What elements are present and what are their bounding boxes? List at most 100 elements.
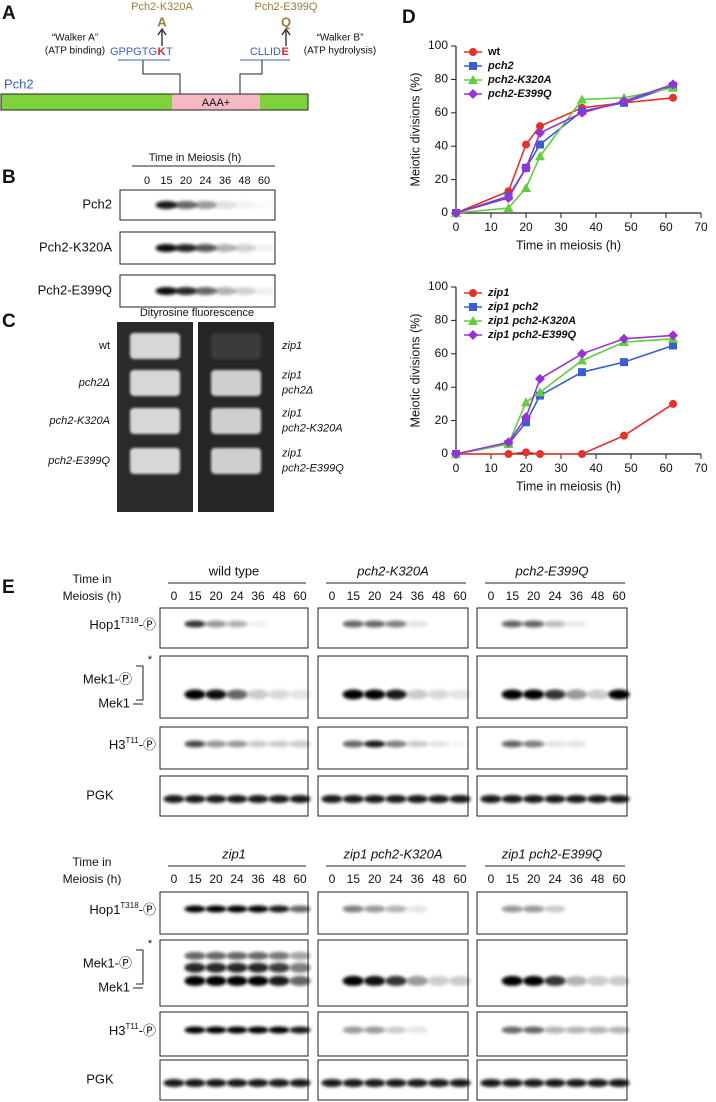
time-label: 15 — [506, 589, 520, 603]
legend-label: pch2 — [487, 60, 514, 72]
y-tick-label: 20 — [435, 172, 449, 186]
x-tick-label: 30 — [554, 220, 568, 234]
patch — [130, 408, 180, 434]
band — [544, 1026, 566, 1034]
band — [268, 795, 290, 803]
band — [155, 287, 178, 295]
band — [247, 740, 269, 748]
time-title: Meiosis (h) — [63, 589, 122, 603]
legend-label: zip1 pch2-E399Q — [487, 329, 576, 341]
patch — [211, 333, 261, 359]
protein-outline — [0, 93, 309, 111]
y-axis-title: Meiotic divisions (%) — [408, 314, 422, 428]
band — [544, 689, 566, 700]
time-label: 0 — [329, 872, 336, 886]
legend-marker — [468, 316, 478, 325]
band — [184, 689, 206, 700]
legend-label: zip1 pch2 — [487, 301, 538, 313]
band — [608, 689, 630, 700]
blot-frame — [159, 655, 309, 719]
band — [226, 1026, 248, 1034]
legend-label: zip1 — [487, 287, 509, 299]
time-label: 48 — [238, 175, 250, 187]
time-label: 20 — [180, 175, 192, 187]
label-base: Hop1 — [89, 902, 120, 917]
band — [247, 620, 269, 628]
band — [565, 1079, 588, 1087]
x-tick-label: 10 — [484, 461, 498, 475]
y-axis-title: Meiotic divisions (%) — [408, 73, 422, 187]
band — [289, 962, 311, 973]
time-label: 24 — [230, 589, 244, 603]
band — [184, 975, 206, 986]
motif-function: (ATP binding) — [45, 46, 105, 57]
axis-title: Time in Meiosis (h) — [149, 152, 242, 164]
x-tick-label: 70 — [694, 220, 708, 234]
time-label: 24 — [230, 872, 244, 886]
band — [342, 1026, 365, 1034]
label-suffix: -Ⓟ — [139, 902, 156, 917]
band — [268, 951, 290, 960]
series-line — [455, 344, 674, 455]
row-label: H3T11-Ⓟ — [109, 1022, 156, 1038]
band — [406, 1026, 429, 1034]
band — [406, 740, 429, 748]
series-line — [455, 86, 674, 214]
band — [247, 975, 269, 986]
panel-label: C — [2, 311, 16, 332]
band — [233, 287, 256, 295]
band — [247, 795, 269, 803]
data-point — [536, 140, 544, 149]
band — [205, 1079, 227, 1087]
band — [342, 1079, 365, 1087]
band — [342, 740, 365, 748]
blot-frame — [476, 607, 628, 649]
y-tick-label: 60 — [435, 346, 449, 360]
panel-label: E — [2, 577, 15, 598]
series-line — [455, 85, 674, 214]
time-label: 15 — [188, 872, 202, 886]
strain-label: zip1 — [281, 340, 302, 352]
time-label: 36 — [570, 589, 584, 603]
row-label: PGK — [86, 787, 114, 802]
arrow — [281, 27, 291, 46]
band — [253, 201, 275, 209]
strain-label: pch2-K320A — [281, 422, 343, 434]
row-label: Pch2-E399Q — [38, 282, 112, 297]
band — [501, 620, 524, 628]
y-tick-label: 20 — [435, 413, 449, 427]
band — [427, 975, 450, 986]
data-point — [503, 202, 514, 212]
band — [268, 1079, 290, 1087]
band — [247, 1026, 269, 1034]
band — [608, 1026, 630, 1034]
time-label: 20 — [368, 872, 382, 886]
legend-marker — [468, 89, 478, 99]
band — [289, 689, 311, 700]
time-label: 0 — [488, 589, 495, 603]
band — [213, 244, 237, 252]
band — [184, 620, 206, 628]
time-label: 15 — [347, 872, 361, 886]
motif-title: “Walker B” — [317, 33, 364, 44]
band — [427, 689, 450, 700]
band — [155, 244, 178, 252]
panel-label: B — [2, 167, 16, 188]
band — [289, 795, 311, 803]
band — [205, 962, 227, 973]
data-point — [619, 333, 629, 344]
bracket — [136, 949, 144, 985]
legend-label: wt — [487, 46, 501, 58]
time-label: 24 — [199, 175, 211, 187]
band — [608, 975, 630, 986]
y-tick-label: 40 — [435, 138, 449, 152]
band — [501, 689, 524, 700]
blot-frame — [317, 1011, 469, 1057]
data-point — [620, 358, 628, 367]
mutation-name: Pch2-E399Q — [255, 1, 318, 13]
patch — [211, 448, 261, 474]
row-label: Mek1-Ⓟ — [83, 671, 132, 686]
group-title: pch2-K320A — [356, 563, 429, 578]
band — [544, 620, 566, 628]
legend-label: pch2-K320A — [487, 74, 552, 86]
